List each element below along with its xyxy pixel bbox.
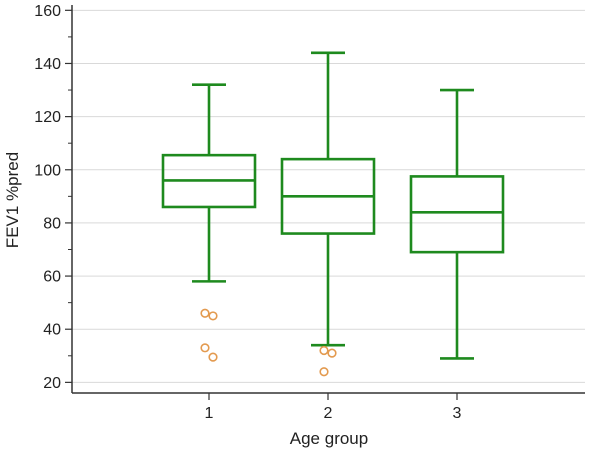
x-tick-label: 2 — [324, 405, 333, 422]
outlier-point — [200, 343, 210, 353]
x-tick-label: 1 — [205, 405, 214, 422]
y-tick-label: 140 — [34, 56, 61, 73]
box-group-2 — [280, 51, 376, 377]
y-tick-label: 160 — [34, 3, 61, 20]
x-tick-label: 3 — [453, 405, 462, 422]
y-tick-label: 100 — [34, 162, 61, 179]
y-ticks: 20 40 60 80 100 120 140 160 — [34, 3, 72, 392]
y-axis-title: FEV1 %pred — [3, 152, 22, 248]
x-axis-title: Age group — [290, 429, 368, 448]
y-tick-label: 40 — [43, 322, 61, 339]
iqr-box — [409, 175, 505, 254]
y-tick-label: 20 — [43, 375, 61, 392]
outlier-point — [319, 345, 329, 356]
boxes — [161, 51, 505, 377]
box-group-1 — [161, 83, 257, 362]
y-tick-label: 80 — [43, 215, 61, 232]
box-group-3 — [409, 88, 505, 360]
outlier-point — [319, 367, 329, 377]
outlier-point — [327, 348, 337, 358]
outlier-point — [200, 308, 210, 318]
outlier-point — [208, 311, 218, 321]
x-ticks: 1 2 3 — [205, 393, 462, 422]
y-tick-label: 60 — [43, 269, 61, 286]
outlier-point — [208, 352, 218, 362]
y-tick-label: 120 — [34, 109, 61, 126]
